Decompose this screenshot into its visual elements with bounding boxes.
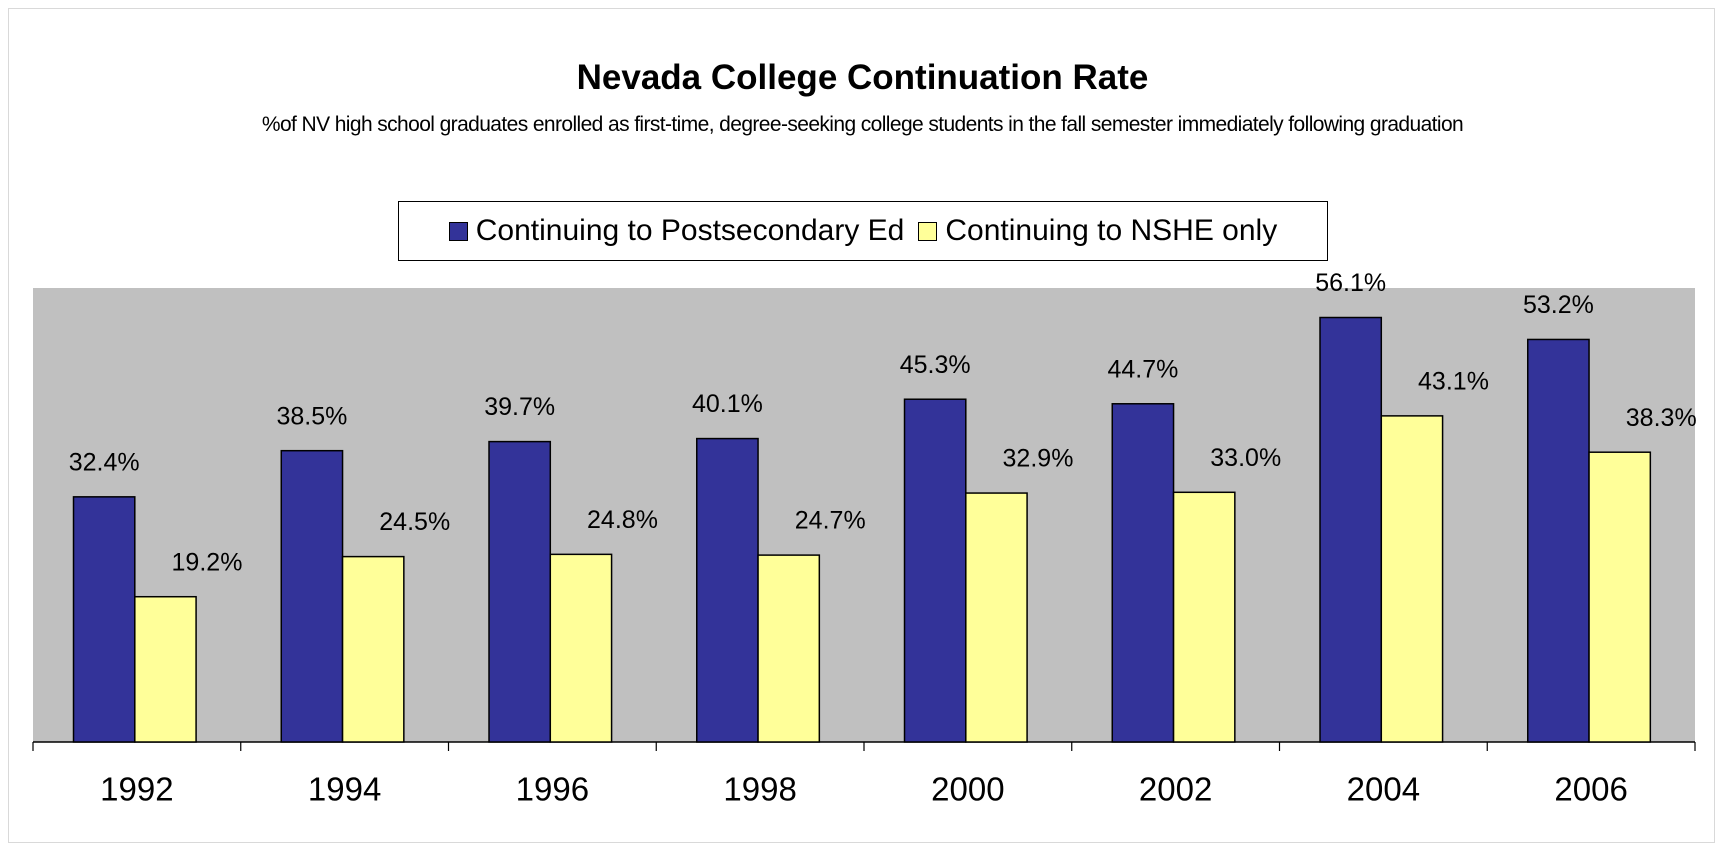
legend-item: Continuing to Postsecondary Ed [448,214,905,248]
data-label: 40.1% [692,390,763,418]
chart-subtitle: %of NV high school graduates enrolled as… [261,113,1464,136]
bar [134,595,197,743]
data-label: 19.2% [172,548,243,576]
data-label: 24.5% [379,508,450,536]
legend-item: Continuing to NSHE only [918,214,1277,248]
data-label: 33.0% [1210,444,1281,472]
chart-frame [8,8,1715,843]
x-tick-label: 1998 [723,771,796,808]
bar [488,440,552,743]
data-label: 43.1% [1418,367,1489,395]
bar [549,553,613,743]
data-label: 38.5% [276,402,347,430]
bar [280,449,344,743]
data-label: 38.3% [1626,404,1697,432]
bar [965,492,1028,743]
x-tick-label: 1992 [100,771,173,808]
bar [72,496,136,743]
bar [1319,316,1383,743]
x-tick-label: 1994 [308,771,381,808]
bar [1172,491,1236,743]
bar [1111,403,1175,743]
bar [341,555,405,743]
legend-label: Continuing to Postsecondary Ed [475,214,905,247]
bar [1588,451,1652,743]
x-tick-label: 1996 [516,771,589,808]
legend-label: Continuing to NSHE only [945,214,1278,247]
data-label: 39.7% [484,393,555,421]
bar [1527,338,1590,743]
data-label: 45.3% [900,351,971,379]
data-label: 32.4% [69,448,140,476]
legend-swatch [918,221,938,241]
data-label: 24.8% [587,506,658,534]
bar [1380,415,1444,743]
bar [757,554,821,743]
data-label: 24.7% [795,507,866,535]
data-label: 32.9% [1003,445,1074,473]
x-tick-label: 2006 [1554,771,1627,808]
x-tick-label: 2002 [1139,771,1212,808]
x-tick-label: 2004 [1347,771,1420,808]
chart-title: Nevada College Continuation Rate [576,58,1149,97]
bar [903,398,967,743]
data-label: 53.2% [1523,291,1594,319]
bar [696,437,759,743]
data-label: 44.7% [1107,355,1178,383]
x-tick-label: 2000 [931,771,1004,808]
legend: Continuing to Postsecondary Ed Continuing… [398,201,1328,261]
legend-swatch [448,221,468,241]
data-label: 56.1% [1315,269,1386,297]
